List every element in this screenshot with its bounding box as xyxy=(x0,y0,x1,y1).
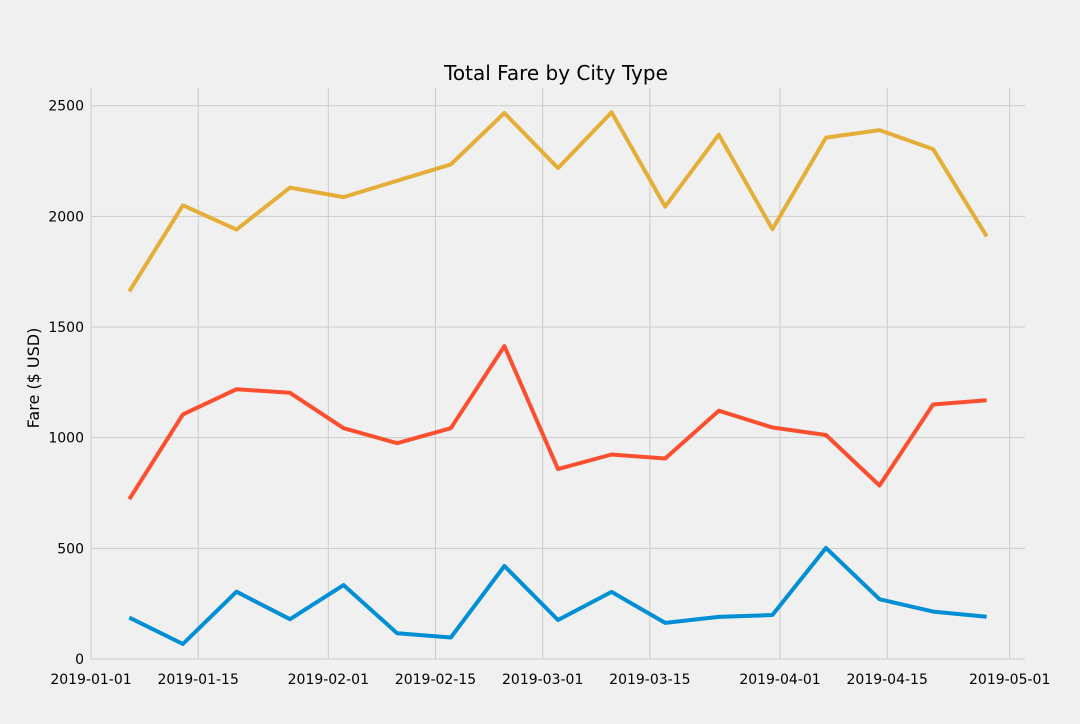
y-tick-label: 1500 xyxy=(48,320,84,336)
y-tick-label: 0 xyxy=(75,652,84,668)
x-tick-label: 2019-02-15 xyxy=(395,672,476,688)
x-tick-label: 2019-05-01 xyxy=(969,672,1050,688)
y-tick-label: 2000 xyxy=(48,209,84,225)
plot-area xyxy=(91,88,1025,659)
x-tick-label: 2019-03-01 xyxy=(502,672,583,688)
x-tick-label: 2019-02-01 xyxy=(288,672,369,688)
x-tick-label: 2019-04-15 xyxy=(847,672,928,688)
x-tick-label: 2019-01-01 xyxy=(50,672,131,688)
y-tick-label: 1000 xyxy=(48,431,84,447)
chart-title: Total Fare by City Type xyxy=(443,61,668,85)
y-tick-label: 2500 xyxy=(48,99,84,115)
x-tick-label: 2019-03-15 xyxy=(609,672,690,688)
x-tick-label: 2019-04-01 xyxy=(739,672,820,688)
x-tick-label: 2019-01-15 xyxy=(157,672,238,688)
y-tick-label: 500 xyxy=(57,541,84,557)
y-axis-label: Fare ($ USD) xyxy=(24,328,43,429)
